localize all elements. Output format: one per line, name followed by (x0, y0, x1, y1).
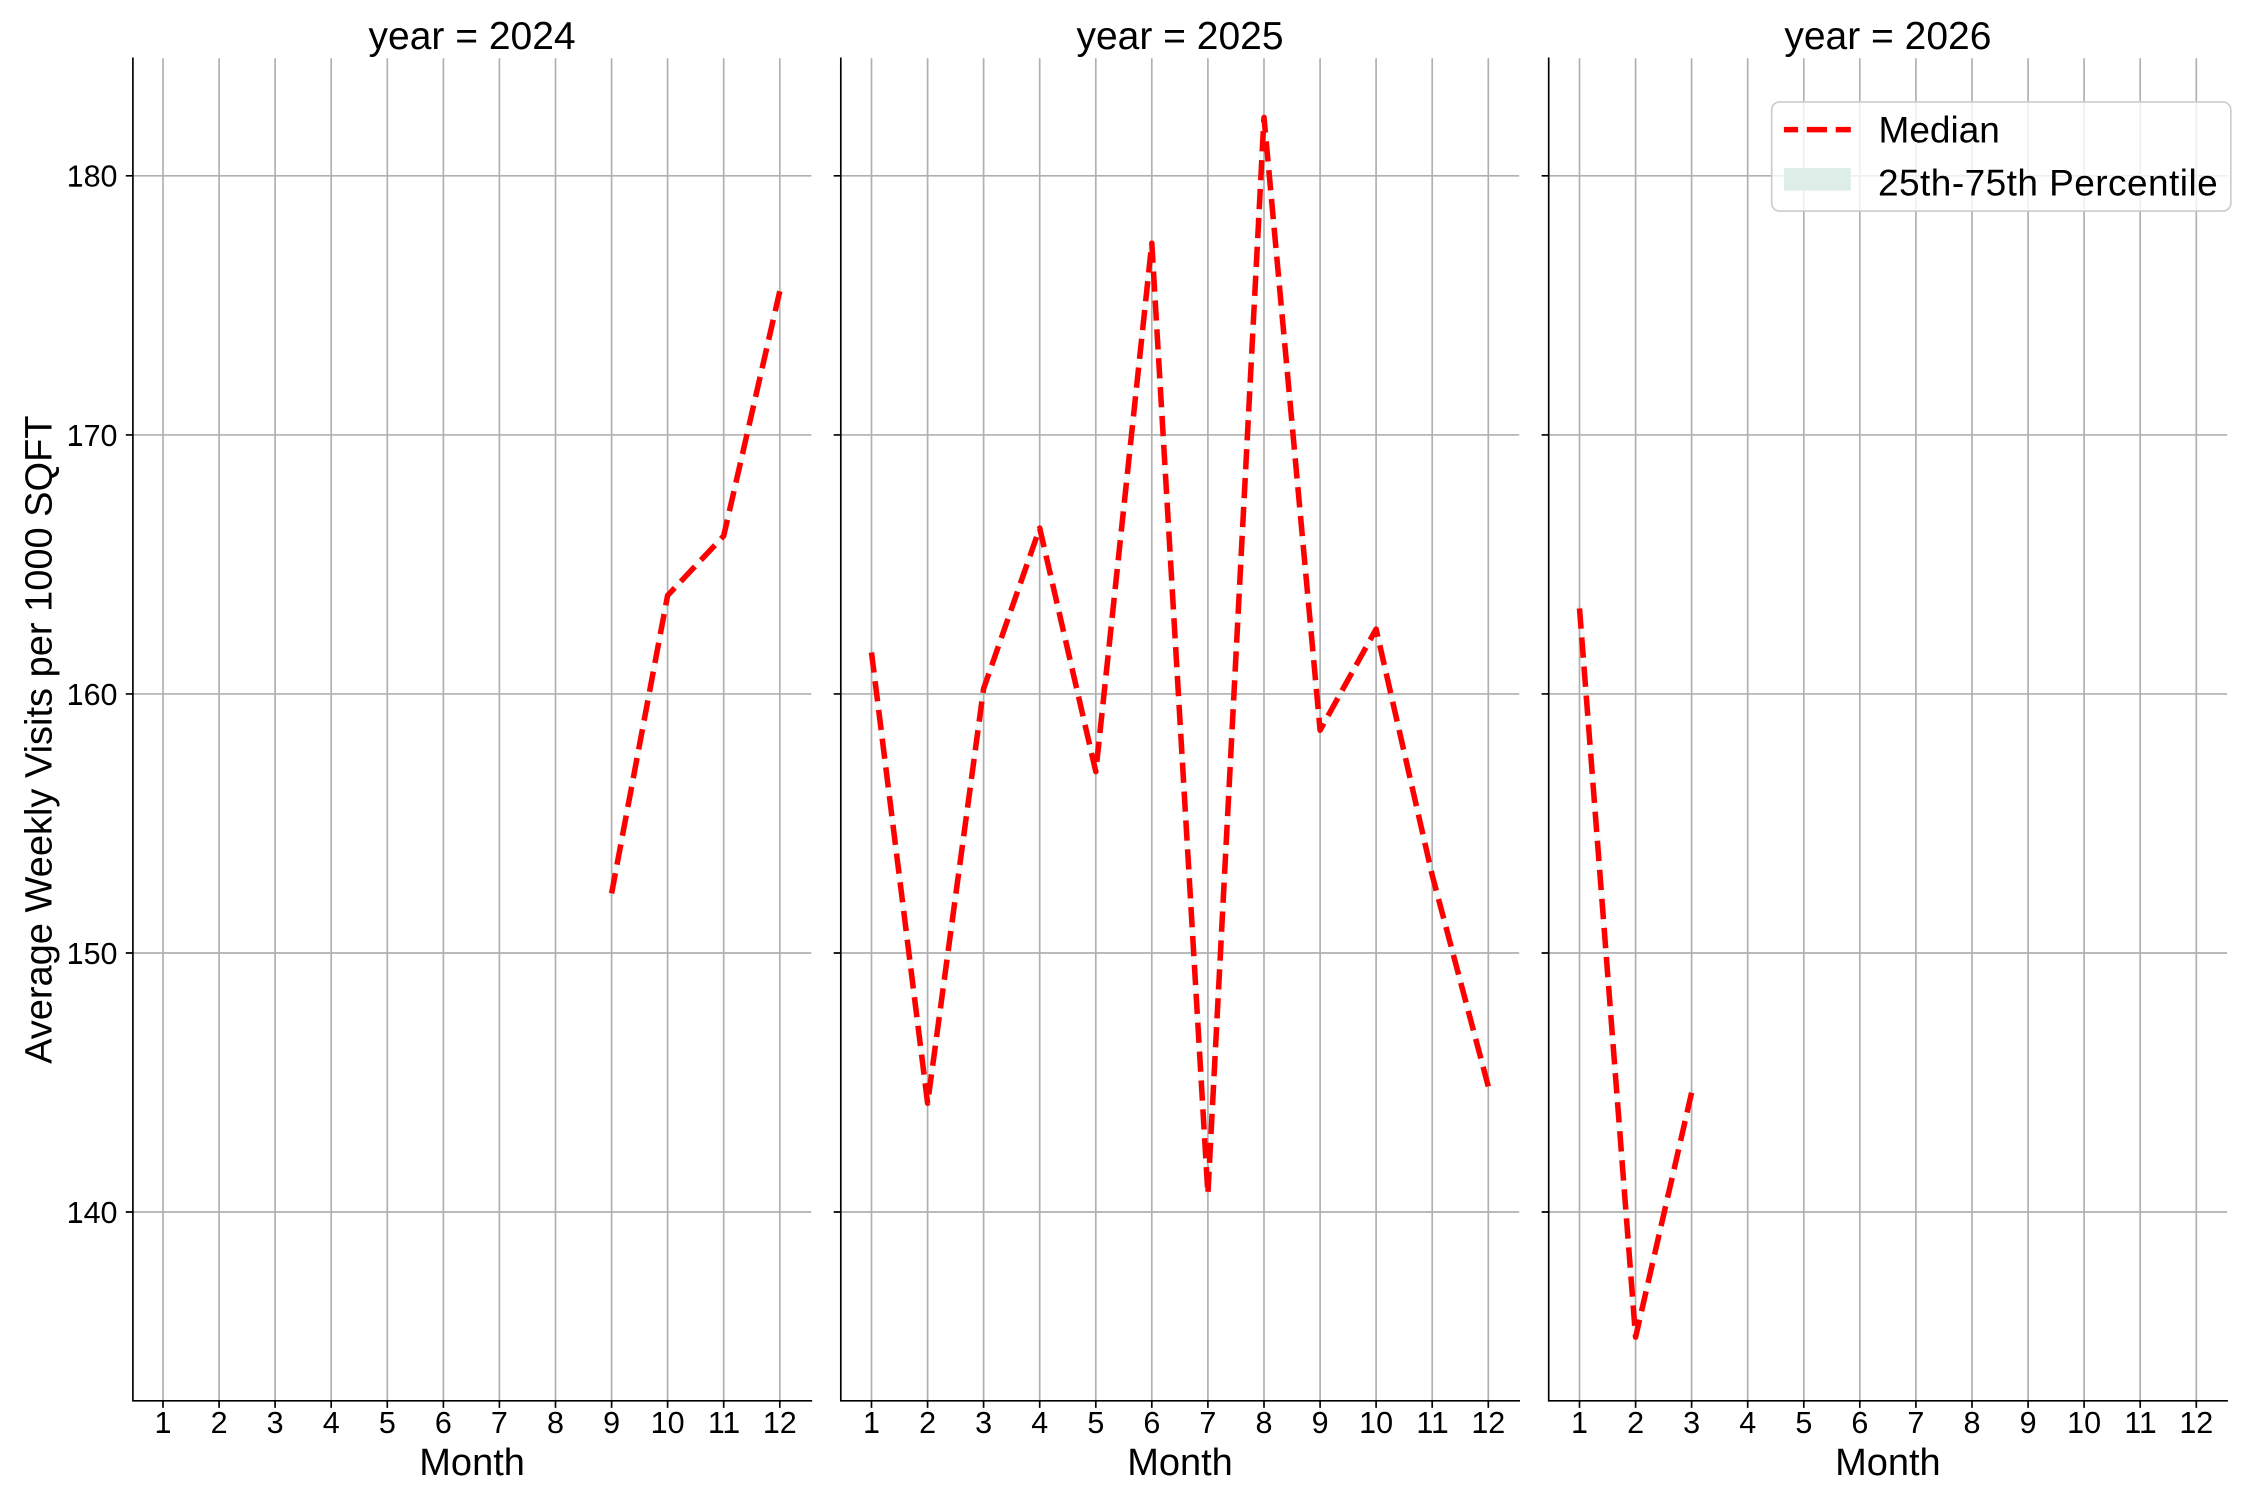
svg-text:9: 9 (603, 1406, 620, 1440)
svg-text:12: 12 (2179, 1406, 2213, 1440)
svg-text:8: 8 (1964, 1406, 1981, 1440)
svg-text:7: 7 (491, 1406, 508, 1440)
svg-text:150: 150 (67, 937, 118, 971)
svg-text:year = 2026: year = 2026 (1784, 15, 1991, 58)
svg-text:1: 1 (863, 1406, 880, 1440)
svg-text:Month: Month (1127, 1442, 1233, 1484)
svg-text:1: 1 (1571, 1406, 1588, 1440)
svg-text:10: 10 (2067, 1406, 2101, 1440)
svg-text:5: 5 (1087, 1406, 1104, 1440)
svg-text:12: 12 (1471, 1406, 1505, 1440)
svg-text:Average Weekly Visits per 1000: Average Weekly Visits per 1000 SQFT (19, 415, 61, 1063)
svg-text:11: 11 (2124, 1406, 2156, 1440)
svg-text:9: 9 (2020, 1406, 2037, 1440)
svg-text:year = 2024: year = 2024 (369, 15, 576, 58)
svg-text:6: 6 (435, 1406, 452, 1440)
svg-text:2: 2 (211, 1406, 228, 1440)
svg-text:4: 4 (323, 1406, 340, 1440)
svg-text:140: 140 (67, 1196, 118, 1230)
svg-text:25th-75th Percentile: 25th-75th Percentile (1878, 162, 2218, 203)
svg-text:10: 10 (651, 1406, 685, 1440)
svg-text:year = 2025: year = 2025 (1076, 15, 1283, 58)
svg-text:160: 160 (67, 678, 118, 712)
svg-text:11: 11 (708, 1406, 740, 1440)
svg-text:5: 5 (379, 1406, 396, 1440)
svg-text:170: 170 (67, 419, 118, 453)
svg-text:Month: Month (1835, 1442, 1941, 1484)
svg-text:7: 7 (1907, 1406, 1924, 1440)
svg-text:180: 180 (67, 160, 118, 194)
svg-text:2: 2 (1627, 1406, 1644, 1440)
svg-text:5: 5 (1795, 1406, 1812, 1440)
svg-text:8: 8 (1256, 1406, 1273, 1440)
svg-text:3: 3 (1683, 1406, 1700, 1440)
svg-text:8: 8 (547, 1406, 564, 1440)
svg-text:12: 12 (763, 1406, 797, 1440)
svg-text:3: 3 (975, 1406, 992, 1440)
svg-text:4: 4 (1739, 1406, 1756, 1440)
svg-text:6: 6 (1143, 1406, 1160, 1440)
svg-text:2: 2 (919, 1406, 936, 1440)
svg-text:9: 9 (1312, 1406, 1329, 1440)
svg-text:1: 1 (155, 1406, 172, 1440)
svg-text:Median: Median (1879, 110, 2000, 151)
svg-text:11: 11 (1416, 1406, 1448, 1440)
svg-text:3: 3 (267, 1406, 284, 1440)
svg-text:4: 4 (1031, 1406, 1048, 1440)
svg-text:10: 10 (1359, 1406, 1393, 1440)
svg-text:Month: Month (419, 1442, 525, 1484)
svg-text:7: 7 (1199, 1406, 1216, 1440)
svg-text:6: 6 (1851, 1406, 1868, 1440)
